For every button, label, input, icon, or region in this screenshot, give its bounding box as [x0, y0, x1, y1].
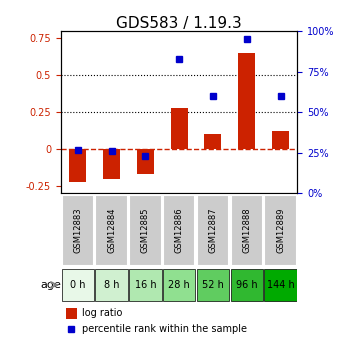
- FancyBboxPatch shape: [264, 195, 297, 266]
- Bar: [69, 149, 86, 181]
- Text: 52 h: 52 h: [202, 280, 224, 290]
- FancyBboxPatch shape: [62, 269, 94, 301]
- FancyBboxPatch shape: [95, 195, 128, 266]
- Text: GSM12889: GSM12889: [276, 208, 285, 253]
- Bar: [272, 131, 289, 149]
- Bar: [171, 108, 188, 149]
- Text: GSM12884: GSM12884: [107, 208, 116, 253]
- FancyBboxPatch shape: [231, 269, 263, 301]
- Text: percentile rank within the sample: percentile rank within the sample: [82, 324, 247, 334]
- FancyBboxPatch shape: [129, 195, 162, 266]
- FancyBboxPatch shape: [197, 195, 229, 266]
- Text: GSM12885: GSM12885: [141, 208, 150, 253]
- Text: GDS583 / 1.19.3: GDS583 / 1.19.3: [116, 16, 242, 30]
- FancyBboxPatch shape: [163, 269, 195, 301]
- Bar: [137, 149, 154, 174]
- FancyBboxPatch shape: [95, 269, 128, 301]
- Text: 28 h: 28 h: [168, 280, 190, 290]
- Text: 16 h: 16 h: [135, 280, 156, 290]
- Bar: [103, 149, 120, 179]
- FancyBboxPatch shape: [62, 195, 94, 266]
- Text: 0 h: 0 h: [70, 280, 86, 290]
- Text: GSM12886: GSM12886: [175, 208, 184, 253]
- Bar: [204, 135, 221, 149]
- FancyBboxPatch shape: [163, 195, 195, 266]
- FancyBboxPatch shape: [129, 269, 162, 301]
- Bar: [238, 53, 255, 149]
- Bar: [66, 308, 77, 319]
- Text: GSM12887: GSM12887: [209, 208, 217, 253]
- Text: age: age: [40, 280, 61, 290]
- FancyBboxPatch shape: [231, 195, 263, 266]
- Text: 96 h: 96 h: [236, 280, 258, 290]
- FancyBboxPatch shape: [197, 269, 229, 301]
- Text: GSM12888: GSM12888: [242, 208, 251, 253]
- FancyBboxPatch shape: [264, 269, 297, 301]
- Text: 8 h: 8 h: [104, 280, 119, 290]
- Text: 144 h: 144 h: [267, 280, 294, 290]
- Text: GSM12883: GSM12883: [73, 208, 82, 253]
- Text: log ratio: log ratio: [82, 308, 122, 318]
